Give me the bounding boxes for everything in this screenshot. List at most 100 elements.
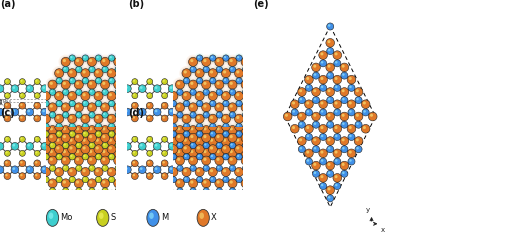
Circle shape [195,160,204,169]
Circle shape [224,155,226,157]
Circle shape [167,90,179,102]
Circle shape [50,161,53,164]
Circle shape [112,79,124,90]
Circle shape [103,113,106,115]
Circle shape [92,89,106,103]
Circle shape [227,87,238,97]
Circle shape [195,122,204,131]
Circle shape [215,148,224,157]
Circle shape [182,137,191,146]
Circle shape [244,136,246,138]
Circle shape [163,156,171,164]
Circle shape [48,133,57,142]
Circle shape [180,158,192,170]
Circle shape [162,103,172,112]
Circle shape [244,189,246,191]
Circle shape [195,92,204,100]
Circle shape [42,137,50,146]
Circle shape [177,135,180,138]
Circle shape [162,103,172,112]
Circle shape [326,137,334,145]
Circle shape [237,79,239,81]
Circle shape [162,133,172,143]
Circle shape [75,188,82,194]
Circle shape [192,103,194,106]
Circle shape [109,154,115,160]
Circle shape [20,137,22,140]
Circle shape [41,142,48,150]
Circle shape [195,160,204,169]
Circle shape [191,90,193,93]
Circle shape [321,159,323,162]
Circle shape [43,192,46,195]
Circle shape [182,190,191,199]
Circle shape [334,102,337,105]
Circle shape [65,174,67,176]
Circle shape [33,147,45,159]
Circle shape [347,124,356,133]
Circle shape [67,76,77,86]
Circle shape [41,166,48,174]
Circle shape [114,126,123,135]
Circle shape [192,89,207,103]
Circle shape [172,102,174,104]
Circle shape [35,179,44,188]
Circle shape [174,79,186,90]
Circle shape [340,63,349,72]
Circle shape [229,120,236,126]
Circle shape [299,114,302,117]
Circle shape [89,82,92,85]
Circle shape [328,163,331,166]
Circle shape [349,135,352,137]
Circle shape [83,161,86,164]
Circle shape [223,146,226,150]
Circle shape [305,100,313,109]
Circle shape [219,111,233,126]
Circle shape [223,161,226,164]
Circle shape [171,146,174,150]
Circle shape [57,110,60,112]
Circle shape [176,156,184,164]
Circle shape [192,151,194,154]
Circle shape [87,155,97,165]
Circle shape [230,135,233,138]
Circle shape [5,93,10,99]
Circle shape [194,99,205,109]
Circle shape [64,136,70,142]
Circle shape [188,110,198,120]
Circle shape [161,160,168,167]
Circle shape [36,127,40,130]
Circle shape [77,121,79,123]
Circle shape [236,78,242,84]
Circle shape [243,158,246,161]
Circle shape [50,103,53,106]
Circle shape [133,116,135,119]
Circle shape [34,93,40,99]
Circle shape [169,92,178,100]
Circle shape [55,69,63,78]
Circle shape [53,113,65,125]
Circle shape [235,69,243,78]
Circle shape [35,111,44,119]
Circle shape [327,97,334,104]
Circle shape [319,174,328,182]
Circle shape [223,116,226,119]
Circle shape [362,109,369,116]
Circle shape [228,126,237,135]
Circle shape [198,155,200,157]
Circle shape [228,134,237,142]
Circle shape [102,165,108,171]
Circle shape [92,157,106,171]
Circle shape [335,159,337,162]
Circle shape [50,181,53,184]
Circle shape [107,99,116,109]
Circle shape [210,93,213,96]
Circle shape [291,109,298,116]
Circle shape [163,137,165,140]
Circle shape [321,184,323,186]
Circle shape [53,136,65,147]
Circle shape [184,70,187,74]
Circle shape [244,90,246,93]
Circle shape [185,102,187,104]
Circle shape [177,116,180,119]
